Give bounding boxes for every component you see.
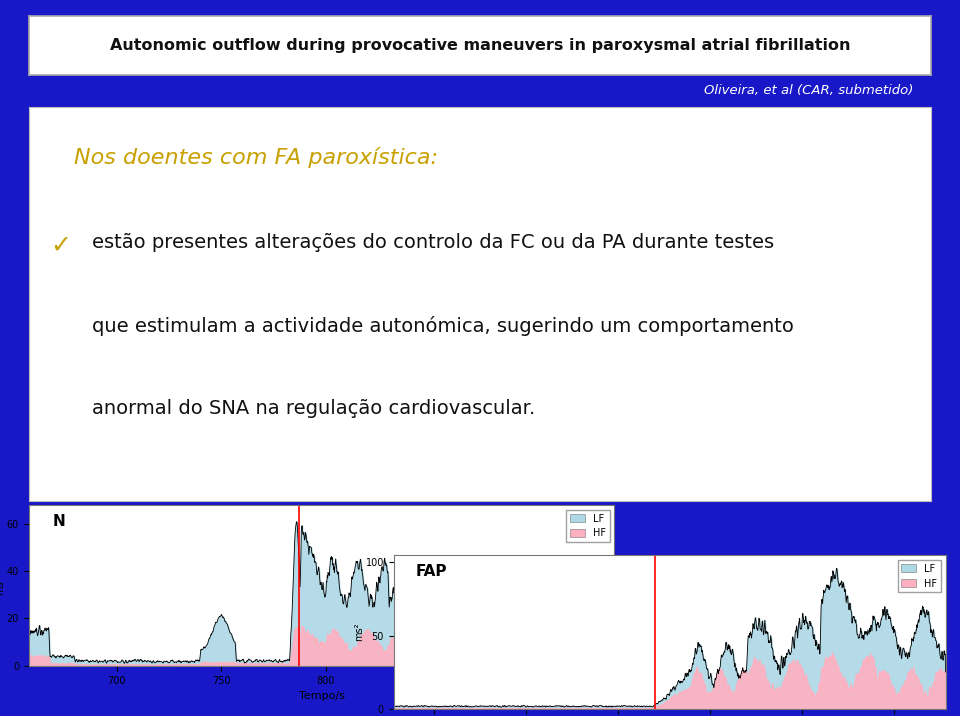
Y-axis label: ms²: ms² [0, 576, 6, 594]
Text: Oliveira, et al (CAR, submetido): Oliveira, et al (CAR, submetido) [704, 84, 913, 97]
X-axis label: Tempo/s: Tempo/s [299, 691, 345, 701]
Text: N: N [52, 514, 65, 529]
Legend: LF, HF: LF, HF [566, 510, 610, 542]
Text: Autonomic outflow during provocative maneuvers in paroxysmal atrial fibrillation: Autonomic outflow during provocative man… [109, 39, 851, 53]
Text: ✓: ✓ [50, 233, 71, 257]
Text: anormal do SNA na regulação cardiovascular.: anormal do SNA na regulação cardiovascul… [92, 399, 536, 418]
Text: FAP: FAP [416, 564, 447, 579]
Text: Nos doentes com FA paroxística:: Nos doentes com FA paroxística: [74, 147, 438, 168]
Text: estão presentes alterações do controlo da FC ou da PA durante testes: estão presentes alterações do controlo d… [92, 233, 774, 253]
Y-axis label: ms²: ms² [354, 623, 364, 641]
Legend: LF, HF: LF, HF [898, 560, 941, 592]
Text: que estimulam a actividade autonómica, sugerindo um comportamento: que estimulam a actividade autonómica, s… [92, 316, 794, 336]
